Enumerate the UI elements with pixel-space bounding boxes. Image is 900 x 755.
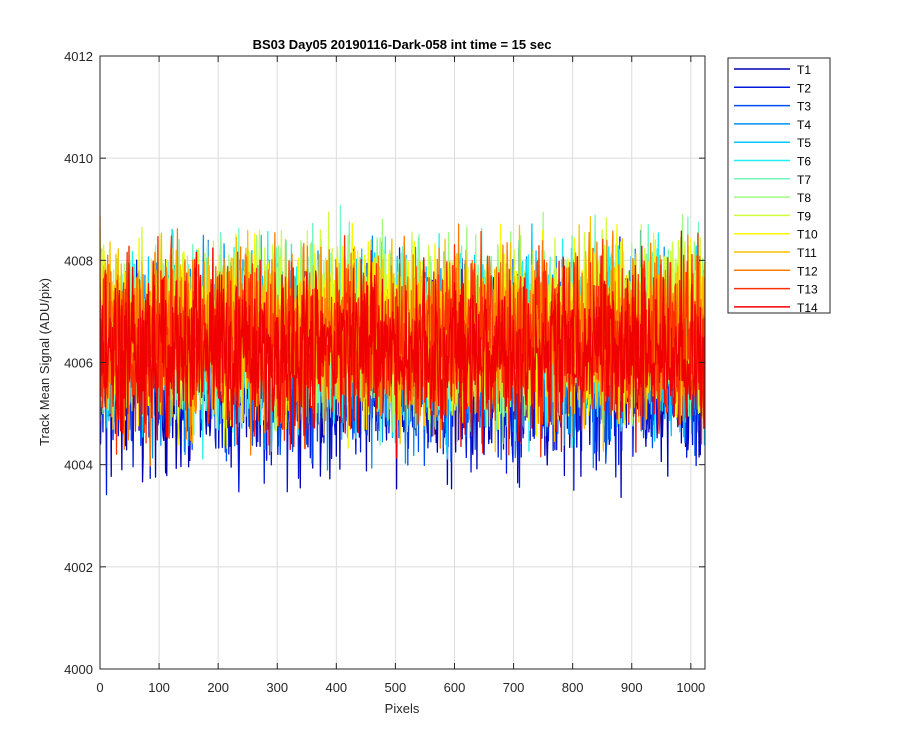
y-tick-label: 4002	[64, 560, 93, 575]
y-tick-label: 4012	[64, 49, 93, 64]
x-tick-label: 300	[266, 680, 288, 695]
series-line-t14	[100, 230, 705, 459]
legend-label-t8: T8	[797, 191, 811, 205]
legend-label-t1: T1	[797, 63, 811, 77]
legend-label-t11: T11	[797, 246, 817, 260]
y-tick-label: 4000	[64, 662, 93, 677]
chart-title: BS03 Day05 20190116-Dark-058 int time = …	[253, 37, 552, 52]
x-axis-label: Pixels	[385, 701, 420, 716]
x-tick-label: 100	[148, 680, 170, 695]
legend-label-t14: T14	[797, 301, 818, 315]
y-tick-label: 4008	[64, 253, 93, 268]
legend-label-t12: T12	[797, 264, 818, 278]
legend-label-t3: T3	[797, 100, 811, 114]
y-tick-label: 4006	[64, 356, 93, 371]
y-axis-label: Track Mean Signal (ADU/pix)	[37, 278, 52, 446]
x-tick-label: 800	[562, 680, 584, 695]
legend-label-t2: T2	[797, 81, 811, 95]
x-tick-label: 500	[385, 680, 407, 695]
axis-ticks: 0 100 200 300 400 500 600 700 800 900 1000 4000 4002…	[64, 49, 705, 695]
x-tick-label: 900	[621, 680, 643, 695]
legend-label-t10: T10	[797, 228, 818, 242]
x-tick-label: 400	[325, 680, 347, 695]
x-tick-label: 600	[444, 680, 466, 695]
series-group	[100, 204, 705, 498]
legend-label-t4: T4	[797, 118, 811, 132]
x-tick-label: 700	[503, 680, 525, 695]
legend: T1 T2 T3 T4 T5 T6 T7 T8 T9 T10 T11 T12 T13 T14	[727, 57, 831, 315]
legend-label-t9: T9	[797, 209, 811, 223]
legend-label-t13: T13	[797, 283, 818, 297]
legend-label-t7: T7	[797, 173, 811, 187]
x-tick-label: 1000	[676, 680, 705, 695]
x-tick-label: 200	[207, 680, 229, 695]
legend-label-t6: T6	[797, 155, 811, 169]
x-tick-label: 0	[96, 680, 103, 695]
y-tick-label: 4010	[64, 151, 93, 166]
y-tick-label: 4004	[64, 458, 93, 473]
legend-label-t5: T5	[797, 136, 811, 150]
